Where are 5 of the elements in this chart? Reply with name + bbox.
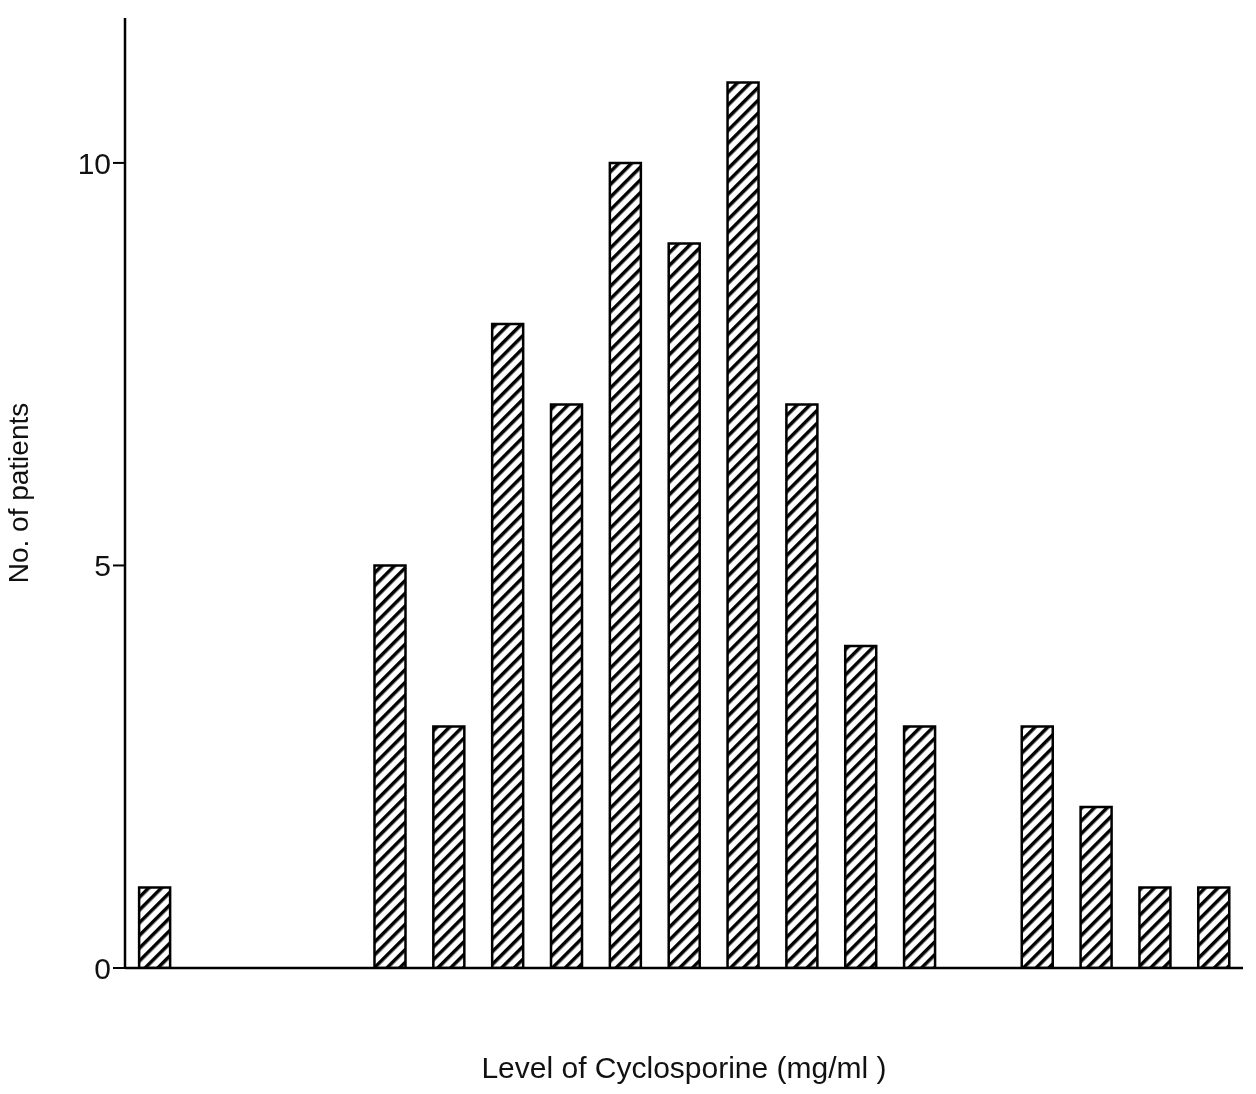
- y-tick-label: 0: [94, 951, 111, 985]
- x-axis-title: Level of Cyclosporine (mg/ml ): [481, 1051, 887, 1084]
- y-tick-label: 10: [77, 146, 111, 180]
- y-tick-label: 5: [94, 549, 111, 583]
- y-axis-title: No. of patients: [2, 402, 34, 584]
